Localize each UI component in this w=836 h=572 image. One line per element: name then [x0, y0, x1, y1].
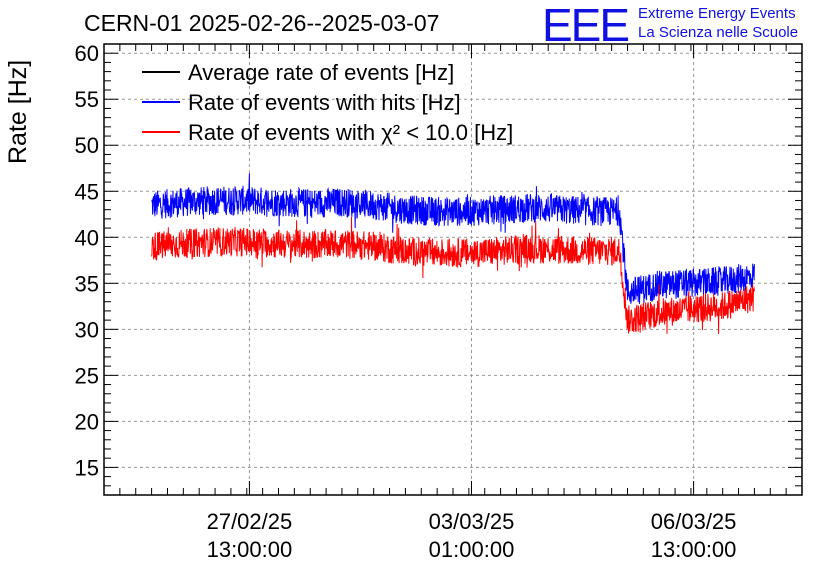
legend: Average rate of events [Hz] Rate of event… — [142, 60, 513, 145]
x-tick-label-time: 01:00:00 — [429, 537, 515, 562]
y-tick-label: 40 — [75, 225, 99, 250]
eee-logo: EEE — [542, 0, 630, 51]
y-tick-label: 35 — [75, 271, 99, 296]
legend-label: Rate of events with hits [Hz] — [188, 90, 461, 115]
legend-label: Rate of events with χ² < 10.0 [Hz] — [188, 120, 513, 145]
x-tick-label-date: 06/03/25 — [651, 509, 737, 534]
x-tick-label-date: 27/02/25 — [207, 509, 293, 534]
y-tick-label: 55 — [75, 87, 99, 112]
series-line — [151, 216, 755, 335]
series-line — [151, 173, 755, 304]
org-line-2: La Scienza nelle Scuole — [638, 24, 799, 41]
y-axis-label: Rate [Hz] — [4, 59, 32, 164]
organization-name: Extreme Energy Events La Scienza nelle S… — [638, 4, 798, 42]
y-tick-label: 25 — [75, 363, 99, 388]
y-tick-label: 45 — [75, 179, 99, 204]
legend-label: Average rate of events [Hz] — [188, 60, 454, 85]
y-tick-label: 50 — [75, 133, 99, 158]
y-tick-label: 20 — [75, 409, 99, 434]
series-layer — [151, 173, 755, 335]
chart-title: CERN-01 2025-02-26--2025-03-07 — [84, 10, 440, 36]
x-tick-label-time: 13:00:00 — [651, 537, 737, 562]
x-tick-label-date: 03/03/25 — [429, 509, 515, 534]
y-tick-label: 15 — [75, 455, 99, 480]
y-tick-label: 60 — [75, 41, 99, 66]
y-tick-label: 30 — [75, 317, 99, 342]
axis-ticks: 15 20 25 30 35 40 45 50 55 60 27/02/25 13:00:00 03/0… — [75, 41, 803, 562]
x-tick-label-time: 13:00:00 — [207, 537, 293, 562]
org-line-1: Extreme Energy Events — [638, 5, 796, 22]
